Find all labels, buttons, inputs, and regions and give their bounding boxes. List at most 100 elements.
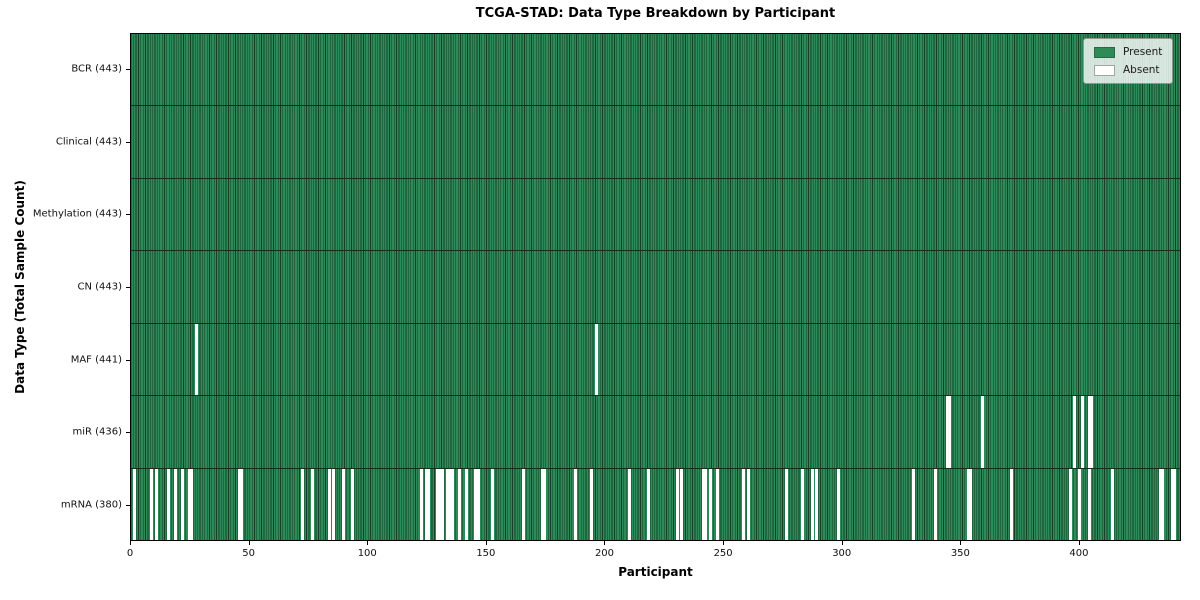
x-tick-mark <box>604 541 606 545</box>
absent-bar <box>715 468 719 540</box>
absent-bar <box>301 468 305 540</box>
absent-bar <box>680 468 684 540</box>
absent-bar <box>815 468 819 540</box>
legend: Present Absent <box>1083 38 1174 84</box>
absent-bar <box>1080 396 1084 468</box>
heatmap-row-mir <box>131 396 1180 469</box>
heatmap-row-maf <box>131 323 1180 397</box>
heatmap-row-cn <box>131 251 1180 324</box>
absent-bar <box>173 468 177 540</box>
absent-bar <box>310 468 314 540</box>
absent-bar <box>1073 396 1077 468</box>
y-tick-mark <box>126 214 130 216</box>
x-tick-label: 200 <box>594 548 615 559</box>
absent-bar <box>628 468 632 540</box>
plot-area <box>130 33 1181 541</box>
absent-bar <box>133 468 137 540</box>
absent-bar <box>741 468 745 540</box>
absent-bar <box>239 468 243 540</box>
absent-bar <box>810 468 814 540</box>
y-tick-label: miR (436) <box>72 426 122 438</box>
absent-bar <box>1090 396 1094 468</box>
y-tick-mark <box>126 504 130 506</box>
absent-bar <box>194 323 198 396</box>
absent-bar <box>704 468 708 540</box>
absent-bar <box>1087 468 1091 540</box>
absent-bar <box>474 468 478 540</box>
absent-bar <box>341 468 345 540</box>
x-tick-label: 0 <box>126 548 134 559</box>
y-tick-mark <box>126 359 130 361</box>
x-tick-label: 100 <box>357 548 377 559</box>
legend-label: Present <box>1123 46 1163 58</box>
absent-bar <box>1111 468 1115 540</box>
absent-bar <box>981 396 985 468</box>
absent-bar <box>590 468 594 540</box>
absent-bar <box>476 468 480 540</box>
legend-label: Absent <box>1123 64 1160 76</box>
legend-item-present: Present <box>1094 46 1162 58</box>
absent-bar <box>966 468 970 540</box>
x-tick-label: 400 <box>1069 548 1089 559</box>
x-tick-label: 50 <box>242 548 255 559</box>
absent-bar <box>419 468 423 540</box>
x-tick-mark <box>841 541 843 545</box>
absent-bar <box>933 468 937 540</box>
absent-bar <box>746 468 750 540</box>
x-tick-mark <box>367 541 369 545</box>
absent-bar <box>595 323 599 396</box>
x-tick-label: 350 <box>950 548 970 559</box>
absent-bar <box>675 468 679 540</box>
absent-bar <box>441 468 445 540</box>
absent-bar <box>947 396 951 468</box>
heatmap-row-methylation <box>131 178 1180 252</box>
absent-bar <box>1161 468 1165 540</box>
y-tick-label: Methylation (443) <box>32 208 122 220</box>
absent-bar <box>784 468 788 540</box>
absent-bar <box>945 396 949 468</box>
y-tick-label: mRNA (380) <box>60 499 122 511</box>
absent-bar <box>1078 468 1082 540</box>
absent-bar <box>969 468 973 540</box>
x-tick-mark <box>723 541 725 545</box>
absent-bar <box>457 468 461 540</box>
absent-bar <box>149 468 153 540</box>
absent-bar <box>543 468 547 540</box>
absent-bar <box>573 468 577 540</box>
y-tick-label: MAF (441) <box>70 354 122 366</box>
absent-bar <box>166 468 170 540</box>
legend-item-absent: Absent <box>1094 64 1162 76</box>
y-tick-label: CN (443) <box>77 281 122 293</box>
absent-bar <box>436 468 440 540</box>
y-tick-mark <box>126 141 130 143</box>
absent-bar <box>1087 396 1091 468</box>
x-tick-label: 300 <box>832 548 852 559</box>
x-tick-mark <box>130 541 131 545</box>
absent-bar <box>426 468 430 540</box>
x-tick-label: 150 <box>476 548 496 559</box>
absent-bar <box>450 468 454 540</box>
absent-bar <box>1172 468 1176 540</box>
x-tick-mark <box>1078 541 1080 545</box>
absent-bar <box>327 468 331 540</box>
x-axis-label: Participant <box>618 565 693 579</box>
y-tick-mark <box>126 432 130 434</box>
chart-title: TCGA-STAD: Data Type Breakdown by Partic… <box>475 6 836 21</box>
absent-bar <box>154 468 158 540</box>
absent-bar <box>836 468 840 540</box>
y-tick-mark <box>126 69 130 71</box>
absent-bar <box>332 468 336 540</box>
heatmap-row-bcr <box>131 34 1180 107</box>
absent-bar <box>438 468 442 540</box>
absent-bar <box>801 468 805 540</box>
absent-bar <box>448 468 452 540</box>
absent-bar <box>540 468 544 540</box>
legend-swatch-absent <box>1094 64 1115 76</box>
absent-bar <box>912 468 916 540</box>
y-tick-label: Clinical (443) <box>55 136 122 148</box>
absent-bar <box>708 468 712 540</box>
absent-bar <box>237 468 241 540</box>
x-tick-mark <box>960 541 962 545</box>
absent-bar <box>424 468 428 540</box>
